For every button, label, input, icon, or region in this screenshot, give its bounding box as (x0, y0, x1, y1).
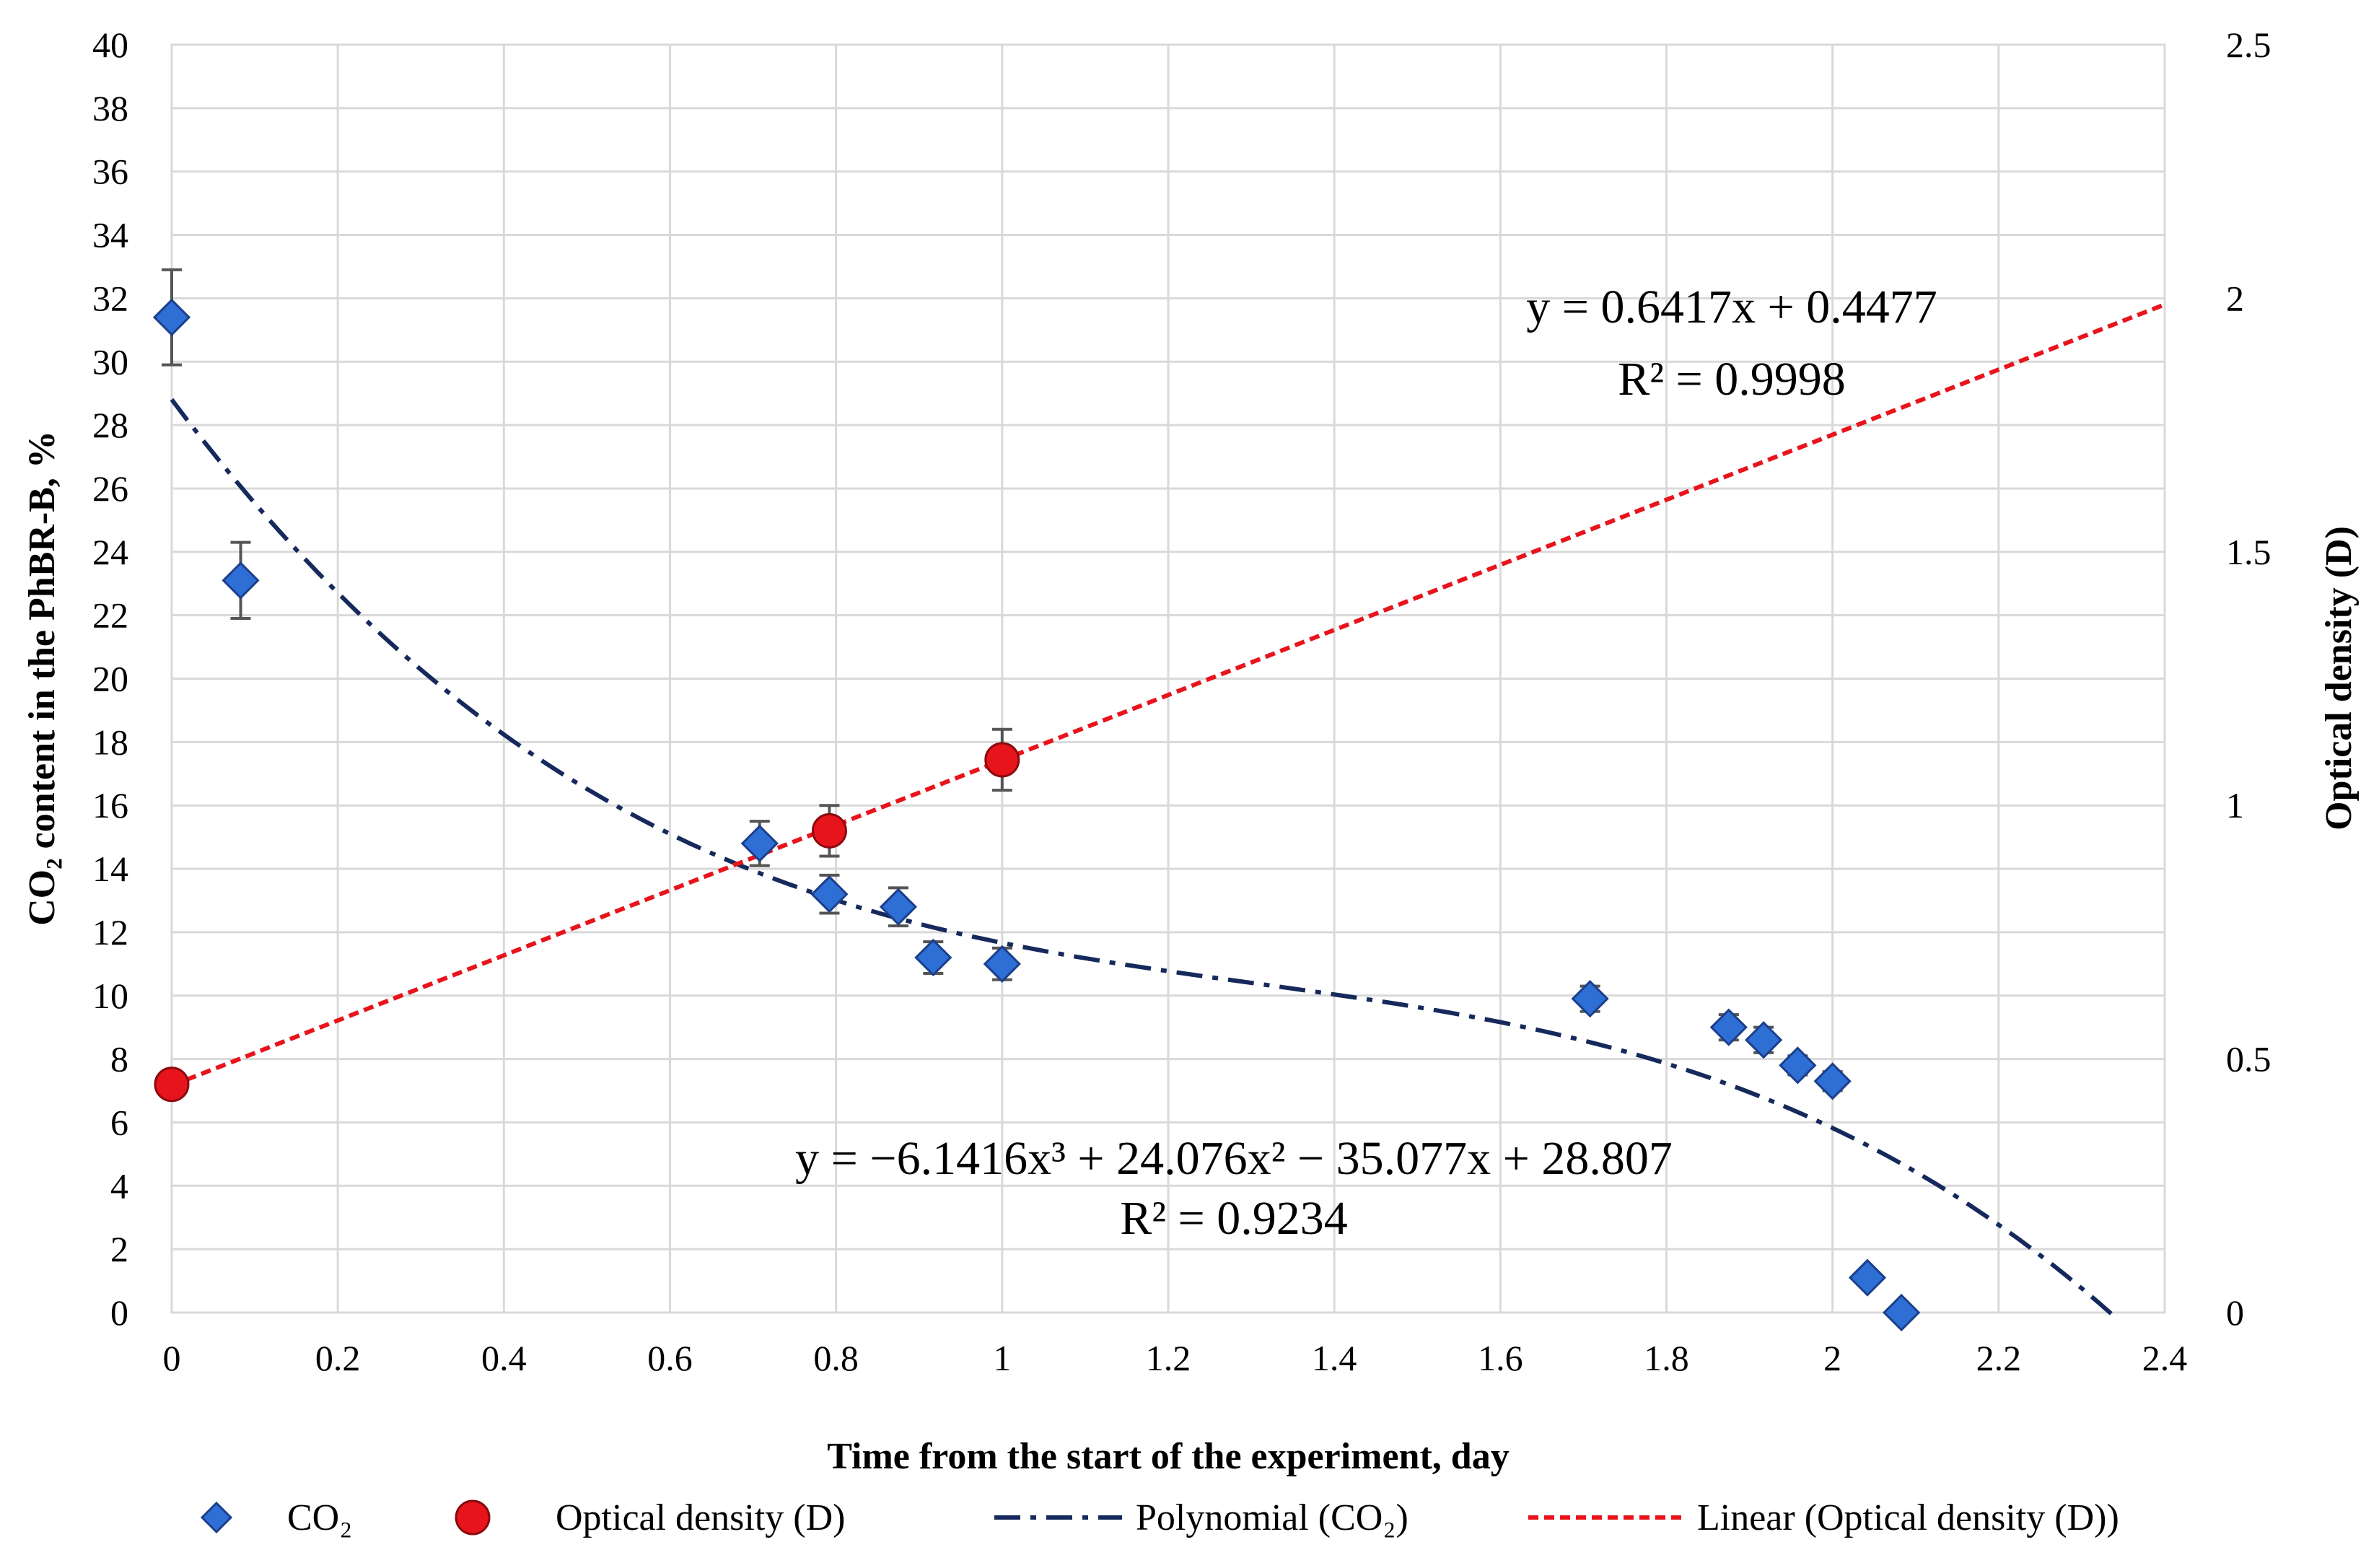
y-left-tick-label: 20 (92, 659, 128, 699)
co2-data-point (879, 888, 918, 926)
y-right-tick-label: 2.5 (2226, 25, 2271, 65)
y-left-tick-label: 32 (92, 278, 128, 318)
y-left-tick-label: 28 (92, 405, 128, 445)
x-tick-label: 2.4 (2142, 1338, 2188, 1378)
plot-area-border (170, 43, 2166, 1314)
co2-data-point (1779, 1046, 1817, 1085)
co2-data-point (152, 298, 191, 336)
x-tick-label: 1 (993, 1338, 1011, 1378)
y-left-tick-label: 38 (92, 88, 128, 128)
y-left-tick-label: 22 (92, 595, 128, 636)
y-left-tick-label: 16 (92, 785, 128, 825)
legend-optical-density-circle-icon (455, 1499, 491, 1536)
legend-co2-label: CO₂ (287, 1497, 352, 1538)
x-axis-ticks: 0 0.2 0.4 0.6 0.8 1 1.2 1.4 1.6 1.8 2 2.2 2.4 (163, 1338, 2188, 1378)
legend-item-polynomial: Polynomial (CO₂) (994, 1497, 1408, 1538)
linear-r2: R² = 0.9998 (1618, 353, 1846, 406)
y-right-tick-label: 1.5 (2226, 532, 2271, 572)
y-left-tick-label: 34 (92, 215, 128, 255)
y-left-tick-label: 36 (92, 152, 128, 192)
legend-item-co2: CO₂ (200, 1497, 352, 1538)
y-left-tick-label: 6 (110, 1102, 128, 1142)
co2-data-point (1848, 1258, 1887, 1297)
y-left-tick-label: 8 (110, 1039, 128, 1079)
trendlines (170, 302, 2166, 1319)
legend: CO₂ Optical density (D) Polynomial (CO₂)… (200, 1497, 2119, 1538)
y-left-tick-label: 18 (92, 722, 128, 762)
y-right-axis-title: Optical density (D) (2318, 526, 2360, 831)
y-left-tick-label: 26 (92, 468, 128, 509)
y-right-tick-label: 0 (2226, 1292, 2244, 1333)
y-right-tick-label: 0.5 (2226, 1039, 2271, 1079)
x-tick-label: 2.2 (1976, 1338, 2022, 1378)
polynomial-equation: y = −6.1416x³ + 24.076x² − 35.077x + 28.… (795, 1132, 1673, 1185)
y-right-tick-label: 2 (2226, 278, 2244, 318)
gridlines (170, 43, 2166, 1314)
x-tick-label: 0.6 (647, 1338, 693, 1378)
linear-trendline (170, 302, 2166, 1088)
y-left-tick-label: 30 (92, 341, 128, 382)
x-axis-title: Time from the start of the experiment, d… (827, 1436, 1509, 1477)
legend-item-optical-density: Optical density (D) (455, 1497, 845, 1538)
polynomial-trendline (170, 398, 2116, 1319)
x-tick-label: 0.4 (481, 1338, 527, 1378)
y-left-tick-label: 2 (110, 1229, 128, 1269)
co2-data-point (983, 945, 1021, 983)
co2-data-point (810, 875, 849, 914)
polynomial-r2: R² = 0.9234 (1120, 1192, 1348, 1245)
legend-linear-label: Linear (Optical density (D)) (1697, 1497, 2119, 1538)
co2-data-point (1571, 980, 1609, 1018)
y-left-tick-label: 4 (110, 1165, 128, 1206)
y-left-tick-label: 10 (92, 976, 128, 1016)
data-points (152, 298, 1921, 1332)
y-right-tick-label: 1 (2226, 785, 2244, 825)
x-tick-label: 1.4 (1312, 1338, 1357, 1378)
y-left-axis-title: CO₂ content in the PhBR-B, % (22, 431, 63, 926)
co2-data-point (740, 824, 779, 863)
x-tick-label: 1.6 (1478, 1338, 1523, 1378)
x-tick-label: 0.2 (315, 1338, 361, 1378)
x-tick-label: 1.8 (1644, 1338, 1689, 1378)
legend-polynomial-label: Polynomial (CO₂) (1136, 1497, 1408, 1538)
co2-data-point (222, 561, 260, 600)
x-tick-label: 0 (163, 1338, 181, 1378)
x-tick-label: 2 (1823, 1338, 1841, 1378)
optical-density-data-point (811, 813, 847, 849)
co2-data-point (914, 938, 952, 977)
optical-density-data-point (154, 1066, 190, 1103)
optical-density-data-point (984, 742, 1020, 778)
co2-data-point (1813, 1062, 1852, 1100)
legend-item-linear: Linear (Optical density (D)) (1528, 1497, 2119, 1538)
legend-optical-density-label: Optical density (D) (556, 1497, 845, 1538)
y-left-tick-label: 12 (92, 912, 128, 952)
x-tick-label: 0.8 (813, 1338, 859, 1378)
y-left-tick-label: 0 (110, 1292, 128, 1333)
linear-equation: y = 0.6417x + 0.4477 (1526, 281, 1937, 333)
y-left-tick-label: 14 (92, 849, 128, 889)
legend-co2-diamond-icon (200, 1501, 233, 1534)
co2-data-point (1883, 1293, 1921, 1332)
co2-data-point (1745, 1021, 1783, 1059)
y-right-axis-ticks: 0 0.5 1 1.5 2 2.5 (2226, 25, 2271, 1333)
y-left-tick-label: 40 (92, 25, 128, 65)
co2-data-point (1709, 1008, 1748, 1046)
y-left-tick-label: 24 (92, 532, 128, 572)
x-tick-label: 1.2 (1146, 1338, 1191, 1378)
